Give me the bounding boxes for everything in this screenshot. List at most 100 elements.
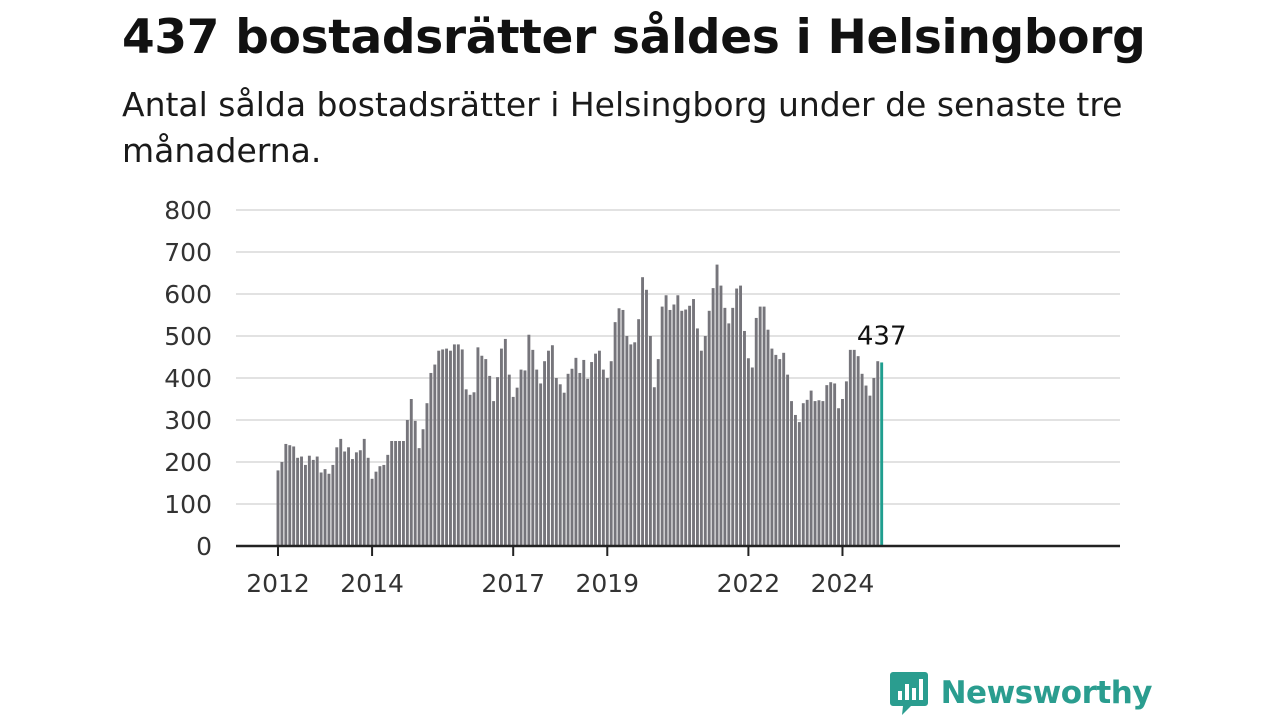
- bar: [786, 374, 790, 546]
- bar: [570, 368, 574, 546]
- x-axis: [236, 544, 1120, 556]
- bar: [409, 399, 413, 546]
- bar: [703, 336, 707, 546]
- bar: [668, 309, 672, 546]
- bar: [488, 375, 492, 546]
- bar: [852, 349, 856, 546]
- bar: [554, 378, 558, 546]
- bar: [746, 358, 750, 546]
- bar: [774, 354, 778, 546]
- brand-name: Newsworthy: [940, 675, 1153, 711]
- bar: [648, 336, 652, 546]
- bar: [629, 344, 633, 546]
- bar: [366, 457, 370, 546]
- bar: [327, 473, 331, 546]
- bar: [550, 345, 554, 546]
- bar: [511, 396, 515, 546]
- bar: [684, 309, 688, 546]
- bar: [523, 370, 527, 546]
- bar: [382, 464, 386, 546]
- bar: [652, 387, 656, 546]
- bar: [354, 452, 358, 546]
- bar: [437, 350, 441, 546]
- bar: [300, 456, 303, 546]
- chart-subtitle: Antal sålda bostadsrätter i Helsingborg …: [122, 85, 1123, 170]
- bar: [778, 359, 782, 546]
- bar-latest: [880, 362, 884, 546]
- bar: [303, 464, 307, 546]
- bar: [793, 414, 797, 546]
- x-tick-label: 2012: [246, 569, 310, 598]
- bar: [519, 369, 523, 546]
- bar: [362, 438, 366, 546]
- bar: [405, 420, 409, 546]
- bar: [331, 464, 335, 546]
- bar: [401, 441, 405, 546]
- bar: [601, 369, 605, 546]
- bar: [695, 328, 699, 546]
- bar: [848, 349, 852, 546]
- bar: [413, 420, 417, 546]
- brand-logo: Newsworthy: [889, 669, 1153, 717]
- bar: [825, 385, 829, 546]
- bar: [456, 344, 460, 546]
- bar: [296, 457, 300, 546]
- bar: [876, 361, 880, 546]
- bar: [841, 399, 844, 546]
- bar: [390, 441, 394, 546]
- bar: [311, 459, 315, 546]
- bar-chart-speech-bubble-icon: [889, 672, 928, 715]
- bar: [590, 362, 594, 546]
- bar: [358, 450, 362, 546]
- x-axis-tick-labels: 2012 2014 2017 2019 2022 2024: [246, 569, 874, 598]
- bar: [594, 353, 597, 546]
- bar: [860, 373, 864, 546]
- bar: [699, 350, 703, 546]
- bar: [597, 350, 601, 546]
- bar: [625, 336, 629, 546]
- y-tick-label: 100: [164, 490, 212, 519]
- bar: [762, 306, 766, 546]
- bar: [829, 382, 833, 546]
- bar: [507, 374, 511, 546]
- bar: [503, 338, 507, 546]
- bar: [844, 381, 848, 546]
- bar: [499, 348, 503, 546]
- bar: [452, 344, 456, 546]
- bar: [578, 372, 582, 546]
- bar: [750, 367, 754, 546]
- bar: [743, 330, 746, 546]
- bar: [464, 389, 468, 546]
- bar: [539, 383, 543, 546]
- bar: [558, 384, 562, 546]
- bar: [797, 422, 801, 546]
- bar: [527, 334, 531, 546]
- bar: [315, 456, 319, 546]
- x-tick-label: 2014: [340, 569, 404, 598]
- bar: [715, 264, 719, 546]
- bar: [672, 304, 676, 546]
- bar: [723, 307, 727, 546]
- bar: [727, 323, 731, 546]
- x-tick-label: 2019: [575, 569, 639, 598]
- bar: [319, 472, 323, 546]
- bar: [805, 399, 809, 546]
- bar: [386, 454, 390, 546]
- bar: [621, 309, 625, 546]
- x-tick-label: 2017: [481, 569, 545, 598]
- y-tick-label: 0: [196, 532, 212, 561]
- bar: [731, 307, 735, 546]
- bar: [429, 372, 433, 546]
- bar: [323, 469, 327, 546]
- bar: [790, 401, 793, 546]
- bar: [543, 361, 547, 546]
- bar: [394, 441, 398, 546]
- bar: [347, 447, 351, 546]
- y-tick-label: 600: [164, 280, 212, 309]
- bar: [688, 305, 692, 546]
- bar: [817, 400, 821, 546]
- bar: [484, 359, 488, 546]
- bar: [582, 359, 586, 546]
- bar: [664, 295, 668, 546]
- bar: [613, 322, 617, 546]
